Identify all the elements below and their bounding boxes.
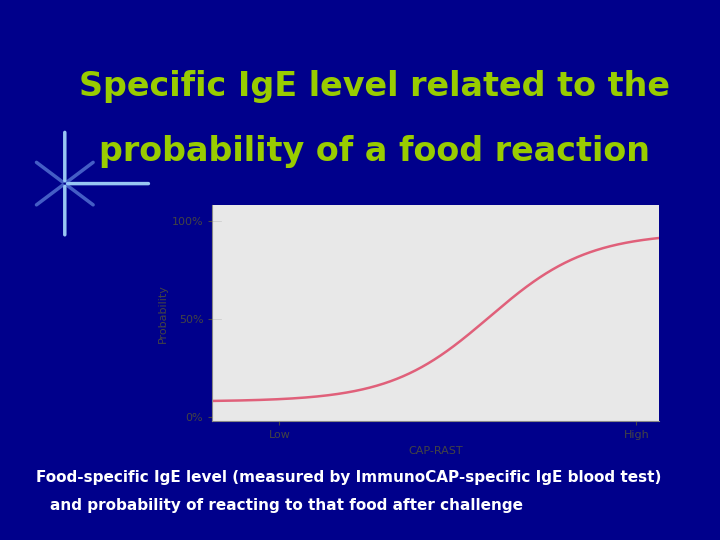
Text: Food-specific IgE level (measured by ImmunoCAP-specific IgE blood test): Food-specific IgE level (measured by Imm… bbox=[36, 470, 662, 485]
Y-axis label: Probability: Probability bbox=[158, 284, 168, 343]
X-axis label: CAP-RAST: CAP-RAST bbox=[408, 446, 463, 456]
Text: Specific IgE level related to the: Specific IgE level related to the bbox=[79, 70, 670, 103]
Text: probability of a food reaction: probability of a food reaction bbox=[99, 134, 650, 168]
Text: and probability of reacting to that food after challenge: and probability of reacting to that food… bbox=[50, 498, 523, 514]
